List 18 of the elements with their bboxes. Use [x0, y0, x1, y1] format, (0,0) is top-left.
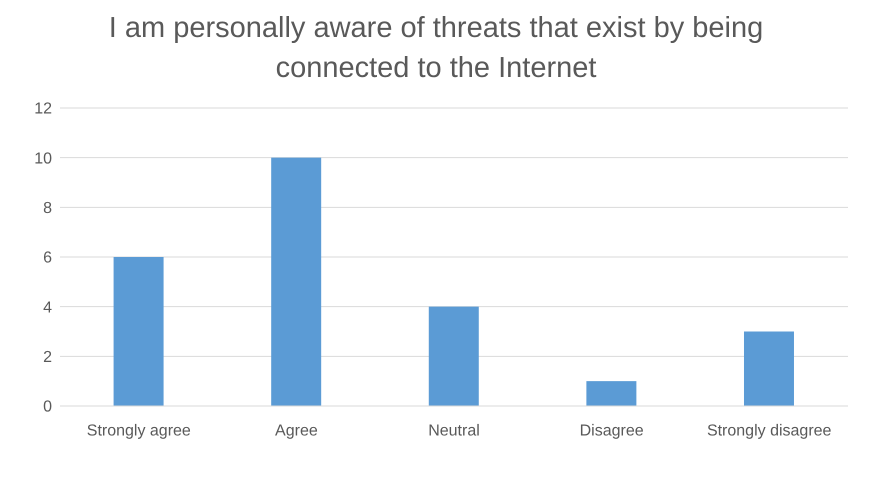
x-tick-label: Agree	[275, 422, 318, 440]
x-tick-label: Strongly agree	[86, 422, 191, 440]
x-tick-label: Disagree	[580, 422, 644, 440]
y-tick-label: 2	[43, 349, 52, 366]
y-tick-label: 12	[34, 100, 52, 118]
x-tick-label: Strongly disagree	[706, 422, 832, 440]
bar	[271, 158, 322, 406]
bar	[744, 332, 794, 406]
y-tick-label: 10	[34, 150, 52, 168]
x-tick-label: Neutral	[428, 422, 480, 440]
y-tick-label: 6	[43, 250, 52, 267]
chart-title: I am personally aware of threats that exist by being connected to the Internet	[108, 11, 764, 86]
y-tick-label: 4	[43, 299, 52, 316]
bar	[428, 306, 479, 406]
bar	[586, 381, 636, 406]
y-tick-label: 0	[43, 398, 52, 416]
bar	[114, 257, 164, 406]
y-tick-label: 8	[43, 200, 52, 218]
